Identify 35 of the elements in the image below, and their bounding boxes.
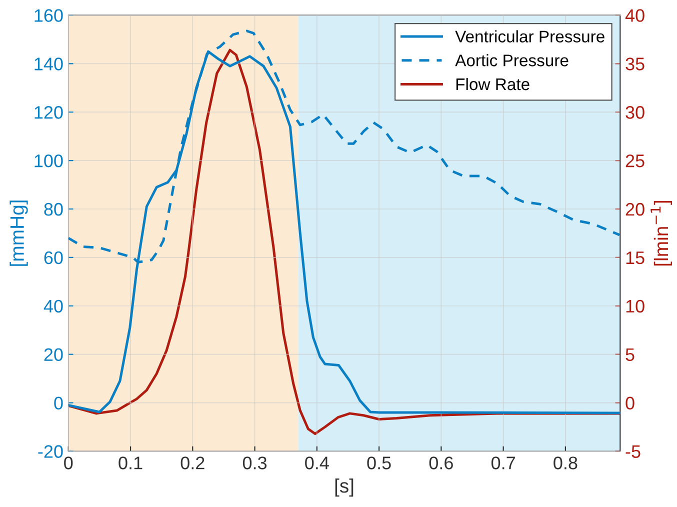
y-axis-title: [mmHg] (10, 200, 28, 266)
y2-tick-label: 5 (626, 348, 634, 362)
y-tick-label: 160 (34, 9, 63, 22)
y2-tick-label: 25 (626, 154, 644, 168)
y2-axis-title: [lmin$^{−1}$] (650, 201, 672, 266)
y2-tick-label: 0 (626, 396, 634, 410)
y2-tick-label: 30 (626, 106, 644, 119)
x-tick-label: 0 (64, 456, 73, 470)
x-axis-title: [s] (335, 478, 354, 497)
y2-tick-label: 10 (626, 300, 644, 313)
x-tick-label: 0.8 (554, 456, 578, 470)
legend-label: Ventricular Pressure (455, 30, 604, 42)
y2-tick-label: 15 (626, 252, 644, 264)
legend-label: Flow Rate (456, 78, 530, 90)
x-tick-label: 0.5 (367, 456, 391, 470)
y-tick-label: 20 (44, 348, 63, 362)
y-tick-label: 0 (54, 396, 63, 410)
y2-tick-label: -5 (626, 445, 640, 458)
y-tick-label: 100 (34, 154, 63, 168)
y-tick-label: -20 (38, 445, 63, 458)
y2-tick-label: 35 (626, 58, 644, 70)
y2-tick-label: 20 (626, 202, 644, 216)
y2-tick-label: 40 (625, 9, 644, 22)
x-tick-label: 0.1 (118, 456, 142, 470)
legend-label: Aortic Pressure (455, 54, 568, 66)
x-tick-label: 0.4 (305, 456, 329, 470)
x-tick-label: 0.7 (491, 456, 515, 470)
x-tick-label: 0.3 (242, 456, 267, 470)
x-tick-label: 0.2 (180, 456, 204, 470)
y-tick-label: 80 (44, 202, 63, 216)
y-tick-label: 40 (44, 300, 63, 313)
y-tick-label: 140 (34, 58, 63, 70)
x-tick-label: 0.6 (429, 456, 453, 470)
y-tick-label: 120 (34, 106, 63, 119)
y-tick-label: 60 (44, 251, 63, 264)
